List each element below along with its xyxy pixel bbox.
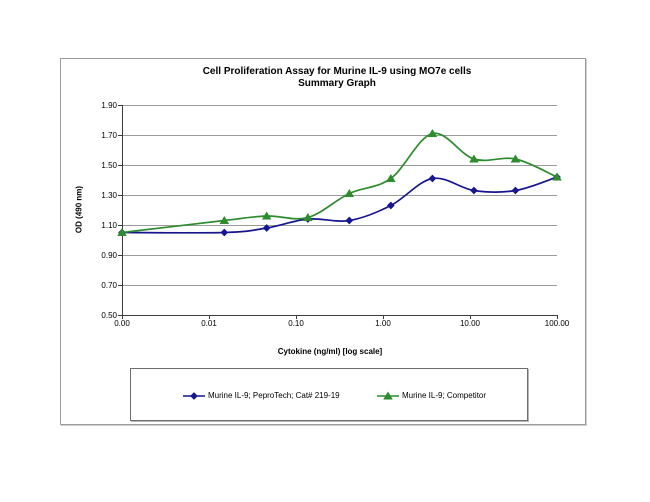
data-point-marker-series-0 <box>511 186 520 195</box>
legend-label-competitor: Murine IL-9; Competitor <box>402 391 487 400</box>
x-tick-label: 0.10 <box>288 319 304 328</box>
x-axis-title: Cytokine (ng/ml) [log scale] <box>277 347 383 356</box>
data-point-marker-series-1 <box>385 173 396 183</box>
y-tick-label: 1.70 <box>101 131 117 140</box>
chart-title-line1: Cell Proliferation Assay for Murine IL-9… <box>202 66 472 77</box>
data-point-marker-series-0 <box>386 201 395 210</box>
data-point-marker-series-1 <box>219 215 230 225</box>
data-point-marker-series-0 <box>345 216 354 225</box>
legend-entry-competitor: Murine IL-9; Competitor <box>377 390 486 402</box>
legend-sample-svg <box>377 391 399 400</box>
y-tick-label: 0.70 <box>101 281 117 290</box>
data-point-marker-series-0 <box>469 186 478 195</box>
x-tick-label: 1.00 <box>375 319 391 328</box>
legend-entry-peprotech: Murine IL-9; PeproTech; Cat# 219-19 <box>183 390 340 402</box>
legend-marker-triangle-icon <box>377 391 399 401</box>
data-point-marker-series-1 <box>469 154 479 163</box>
chart-frame <box>60 58 586 425</box>
x-tick-label: 0.00 <box>114 319 130 328</box>
data-point-marker-series-1 <box>427 128 438 138</box>
data-point-marker-series-1 <box>303 212 313 222</box>
y-tick-label: 1.50 <box>101 161 117 170</box>
x-tick-label: 100.00 <box>544 319 570 328</box>
legend-marker-diamond-icon <box>183 391 205 401</box>
series-line-1 <box>121 132 558 234</box>
data-point-marker-series-1 <box>344 188 355 198</box>
series-line-0 <box>121 176 558 234</box>
y-tick-label: 0.50 <box>101 311 117 320</box>
y-tick-label: 1.10 <box>101 221 117 230</box>
data-point-marker-series-1 <box>510 154 521 163</box>
chart-title-line2: Summary Graph <box>298 78 376 89</box>
x-tick-label: 10.00 <box>459 319 481 328</box>
x-tick-label: 0.01 <box>201 319 217 328</box>
data-point-marker-series-0 <box>262 224 271 232</box>
y-tick-label: 1.90 <box>101 101 117 110</box>
data-point-marker-series-0 <box>428 174 437 183</box>
chart-title: Cell Proliferation Assay for Murine IL-9… <box>137 66 537 90</box>
data-point-marker-series-1 <box>117 227 127 237</box>
y-tick-label: 1.30 <box>101 191 117 200</box>
data-point-marker-series-0 <box>220 228 229 237</box>
legend-sample-marker <box>190 392 198 400</box>
legend-label-peprotech: Murine IL-9; PeproTech; Cat# 219-19 <box>208 391 340 400</box>
legend-sample-svg <box>183 392 205 400</box>
data-point-marker-series-1 <box>552 172 562 181</box>
data-point-marker-series-1 <box>261 211 272 220</box>
legend-sample-marker <box>383 391 393 400</box>
y-axis-title: OD (490 nm) <box>74 185 84 234</box>
y-tick-label: 0.90 <box>101 251 117 260</box>
